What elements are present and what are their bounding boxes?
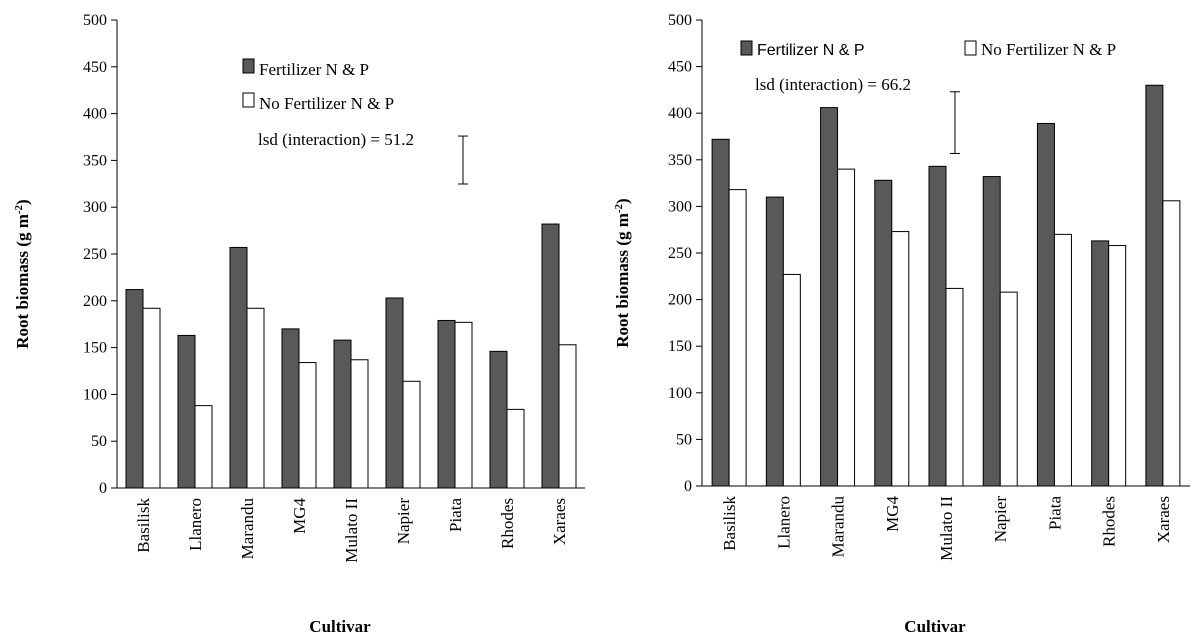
x-tick-label: Llanero	[186, 498, 205, 551]
legend-label: No Fertilizer N & P	[981, 40, 1116, 59]
x-tick-label: Xaraes	[550, 498, 569, 545]
bar-no-fertilizer	[1162, 200, 1181, 487]
y-tick-label: 350	[83, 152, 107, 169]
bar-no-fertilizer	[298, 362, 317, 489]
y-axis-title-close: )	[613, 198, 632, 204]
x-tick-label: Basilisk	[134, 498, 153, 553]
y-tick-label: 50	[91, 433, 107, 450]
bar-fertilizer	[125, 289, 144, 489]
bar-no-fertilizer	[891, 231, 910, 487]
bar-no-fertilizer	[454, 321, 473, 489]
x-tick-label: Mulato II	[342, 498, 361, 563]
y-tick-label: 350	[668, 152, 692, 169]
x-tick-label: Rhodes	[1100, 496, 1119, 547]
bar-fertilizer	[982, 176, 1001, 487]
bar-no-fertilizer	[837, 168, 856, 487]
y-tick-label: 100	[668, 385, 692, 402]
legend-swatch-fertilizer	[242, 58, 255, 74]
x-tick-label: Marandu	[829, 496, 848, 558]
bar-fertilizer	[333, 339, 352, 489]
bar-no-fertilizer	[1053, 233, 1072, 487]
y-tick-label: 100	[83, 386, 107, 403]
y-axis-title: Root biomass (g m-2)	[613, 198, 632, 347]
lsd-annotation: lsd (interaction) = 51.2	[258, 130, 414, 149]
y-tick-label: 0	[99, 480, 107, 497]
y-axis-title-main: Root biomass (g m	[613, 213, 632, 348]
y-axis-title-superscript: -2	[613, 203, 625, 213]
x-axis-title: Cultivar	[309, 617, 371, 636]
x-axis-title: Cultivar	[904, 617, 966, 636]
legend-swatch-no-fertilizer	[964, 40, 977, 56]
y-tick-label: 400	[668, 105, 692, 122]
bar-no-fertilizer	[194, 405, 213, 489]
legend-swatch-fertilizer	[740, 40, 753, 56]
y-tick-label: 450	[668, 59, 692, 76]
bar-fertilizer	[1036, 122, 1055, 487]
bar-fertilizer	[765, 196, 784, 487]
y-axis-title-main: Root biomass (g m	[13, 214, 32, 349]
bar-fertilizer	[1091, 240, 1110, 487]
bar-fertilizer	[229, 246, 248, 489]
bar-fertilizer	[489, 350, 508, 489]
bar-no-fertilizer	[945, 287, 964, 487]
y-axis-title-close: )	[13, 199, 32, 205]
y-tick-label: 200	[668, 292, 692, 309]
x-tick-label: Llanero	[774, 496, 793, 549]
y-tick-label: 0	[684, 478, 692, 495]
bar-no-fertilizer	[506, 408, 525, 489]
bar-fertilizer	[928, 165, 947, 487]
bar-fertilizer	[541, 223, 560, 489]
chart-panel-1: 0 50 100 150 200 250 300 350 400 450 500 Basilisk Ll…	[13, 12, 585, 636]
bar-no-fertilizer	[558, 344, 577, 489]
lsd-annotation: lsd (interaction) = 66.2	[755, 75, 911, 94]
x-tick-label: MG4	[290, 498, 309, 534]
y-tick-label: 400	[83, 106, 107, 123]
x-tick-label: MG4	[883, 496, 902, 532]
bar-fertilizer	[874, 179, 893, 487]
y-tick-label: 150	[83, 340, 107, 357]
y-tick-label: 500	[83, 12, 107, 29]
bar-fertilizer	[711, 138, 730, 487]
y-tick-label: 300	[668, 198, 692, 215]
bar-no-fertilizer	[999, 291, 1018, 487]
x-tick-label: Marandu	[238, 498, 257, 560]
x-tick-label: Piata	[446, 498, 465, 532]
chart-panel-2: 0 50 100 150 200 250 300 350 400 450 500 Basilisk Ll…	[613, 12, 1190, 636]
x-tick-label: Rhodes	[498, 498, 517, 549]
bar-fertilizer	[177, 334, 196, 489]
legend-label: Fertilizer N & P	[757, 42, 865, 59]
bar-no-fertilizer	[246, 307, 265, 489]
y-tick-label: 200	[83, 293, 107, 310]
x-tick-label: Xaraes	[1154, 496, 1173, 543]
y-tick-label: 300	[83, 199, 107, 216]
bar-no-fertilizer	[1108, 245, 1127, 487]
bar-no-fertilizer	[782, 273, 801, 487]
bar-fertilizer	[820, 107, 839, 487]
bar-fertilizer	[385, 297, 404, 489]
bar-no-fertilizer	[350, 359, 369, 489]
legend-label: Fertilizer N & P	[259, 60, 369, 79]
legend-swatch-no-fertilizer	[242, 92, 255, 108]
y-tick-label: 250	[668, 245, 692, 262]
bar-fertilizer	[437, 319, 456, 489]
bar-fertilizer	[1145, 84, 1164, 487]
y-tick-label: 250	[83, 246, 107, 263]
y-tick-label: 450	[83, 59, 107, 76]
y-tick-label: 50	[676, 431, 692, 448]
bar-no-fertilizer	[142, 307, 161, 489]
y-tick-label: 500	[668, 12, 692, 29]
y-tick-label: 150	[668, 338, 692, 355]
x-tick-label: Napier	[394, 498, 413, 545]
bar-no-fertilizer	[728, 189, 747, 487]
bar-no-fertilizer	[402, 380, 421, 489]
x-tick-label: Mulato II	[937, 496, 956, 561]
x-tick-label: Napier	[991, 496, 1010, 543]
y-axis-title: Root biomass (g m-2)	[13, 199, 32, 348]
y-axis-title-superscript: -2	[13, 204, 25, 214]
x-tick-label: Piata	[1045, 496, 1064, 530]
bar-fertilizer	[281, 328, 300, 489]
x-tick-label: Basilisk	[720, 496, 739, 551]
legend-label: No Fertilizer N & P	[259, 94, 394, 113]
